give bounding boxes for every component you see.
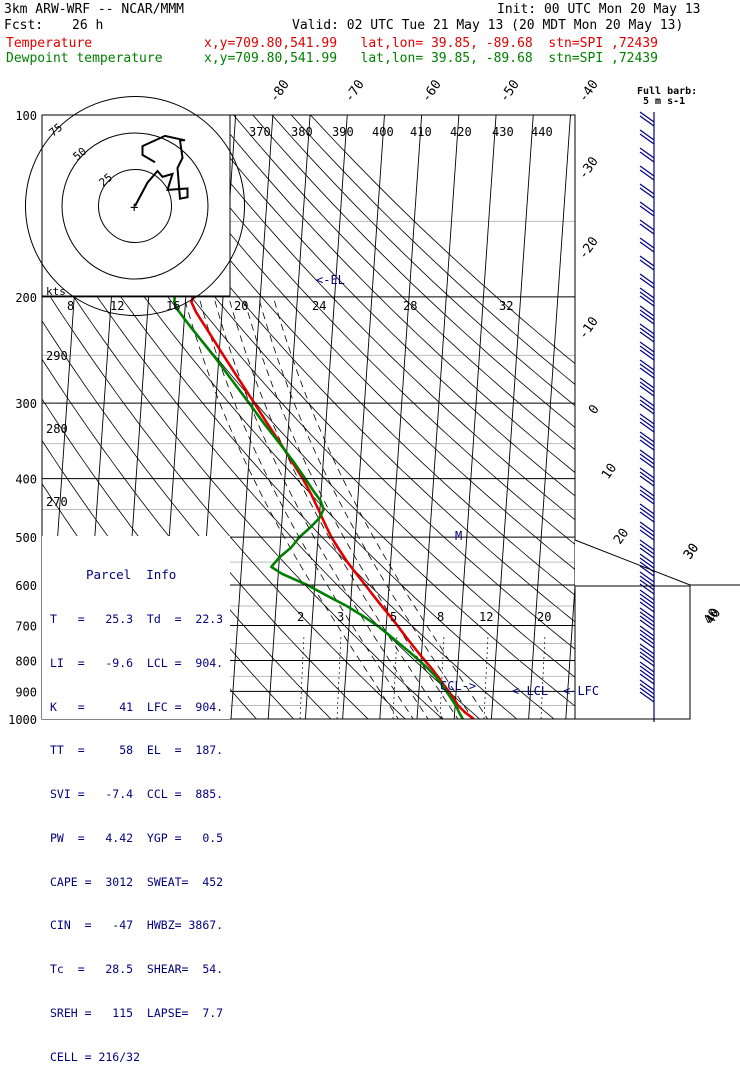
isotherm-label: -20	[576, 234, 602, 262]
parcel-row: SREH = 115 LAPSE= 7.7	[50, 1006, 223, 1021]
hodograph-units-label: kts	[46, 285, 66, 298]
wind-panel-box	[575, 586, 690, 719]
dry-adiabat	[195, 115, 740, 732]
theta-label: 400	[372, 125, 394, 139]
parcel-row: PW = 4.42 YGP = 0.5	[50, 831, 223, 846]
mixing-ratio-label: 2	[297, 610, 304, 624]
mixing-ratio-label: 20	[537, 610, 551, 624]
parcel-row: T = 25.3 Td = 22.3	[50, 612, 223, 627]
isotherm	[305, 102, 349, 732]
isotherm	[565, 102, 609, 732]
moist-adiabat	[229, 297, 452, 732]
mixing-ratio-label: 12	[479, 610, 493, 624]
dry-adiabat	[272, 115, 740, 732]
mixing-ratio-label: 5	[390, 610, 397, 624]
pressure-tick-label: 900	[15, 685, 37, 699]
dry-adiabat	[176, 115, 740, 732]
moist-adiabat-label: 20	[234, 299, 248, 313]
lcl-annotation: <-LCL	[512, 684, 548, 698]
pressure-tick-label: 1000	[8, 713, 37, 727]
parcel-row: SVI = -7.4 CCL = 885.	[50, 787, 223, 802]
theta-label: 280	[46, 422, 68, 436]
moist-adiabat	[258, 297, 481, 732]
moist-adiabat	[244, 297, 467, 732]
theta-label: 410	[410, 125, 432, 139]
pressure-tick-label: 800	[15, 654, 37, 668]
moist-adiabat-label: 12	[110, 299, 124, 313]
theta-label: 370	[249, 125, 271, 139]
parcel-row: CIN = -47 HWBZ= 3867.	[50, 918, 223, 933]
mixing-ratio-label: 3	[337, 610, 344, 624]
isotherm-label: -50	[497, 77, 523, 105]
mixing-ratio-line	[484, 635, 488, 719]
el-annotation: <-EL	[316, 273, 345, 287]
parcel-row: TT = 58 EL = 187.	[50, 743, 223, 758]
isotherm	[416, 102, 460, 732]
isotherm-label: -10	[576, 314, 602, 342]
theta-label: 440	[531, 125, 553, 139]
pressure-tick-label: 200	[15, 291, 37, 305]
freezing-annotation: M	[455, 529, 462, 543]
isotherm-label: -80	[267, 77, 293, 105]
parcel-row: Tc = 28.5 SHEAR= 54.	[50, 962, 223, 977]
parcel-info-title: Parcel Info	[86, 568, 223, 583]
pressure-tick-label: 500	[15, 531, 37, 545]
isotherm	[453, 102, 497, 732]
isotherm	[491, 102, 535, 732]
moist-adiabat-label: 16	[166, 299, 180, 313]
pressure-tick-label: 100	[15, 109, 37, 123]
pressure-tick-label: 400	[15, 473, 37, 487]
mixing-ratio-label: 8	[437, 610, 444, 624]
isotherm-label: -70	[342, 77, 368, 105]
isotherm-label: -40	[576, 77, 602, 105]
temperature-trace	[191, 115, 474, 719]
moist-adiabat	[199, 297, 422, 732]
isotherm	[0, 102, 13, 732]
wind-speed-label: 40	[703, 606, 724, 627]
wind-barb-legend-units: 5 m s-1	[643, 96, 685, 107]
isotherm-label: -60	[419, 77, 445, 105]
dry-adiabat	[234, 115, 740, 732]
moist-adiabat	[214, 297, 437, 732]
pressure-tick-label: 700	[15, 619, 37, 633]
pressure-tick-label: 600	[15, 579, 37, 593]
parcel-info-panel: Parcel Info T = 25.3 Td = 22.3 LI = -9.6…	[50, 539, 223, 1079]
parcel-row: K = 41 LFC = 904.	[50, 700, 223, 715]
mixing-ratio-line	[337, 635, 341, 719]
theta-label: 270	[46, 495, 68, 509]
moist-adiabat-label: 8	[67, 299, 74, 313]
mixing-ratio-line	[393, 635, 397, 719]
moist-adiabat	[273, 297, 496, 732]
wind-mask	[575, 540, 740, 586]
lfc-annotation: <-LFC	[563, 684, 599, 698]
pressure-tick-label: 300	[15, 397, 37, 411]
mixing-ratio-line	[541, 635, 545, 719]
mixing-ratio-line	[300, 635, 304, 719]
isotherm-label: -30	[576, 154, 602, 182]
moist-adiabat-label: 28	[403, 299, 417, 313]
theta-label: 390	[332, 125, 354, 139]
moist-adiabat-label: 32	[499, 299, 513, 313]
isotherm	[528, 102, 572, 732]
parcel-row: LI = -9.6 LCL = 904.	[50, 656, 223, 671]
theta-label: 430	[492, 125, 514, 139]
dry-adiabat	[311, 115, 740, 732]
isotherm-label: 10	[599, 461, 620, 482]
parcel-row: CELL = 216/32	[50, 1050, 223, 1065]
moist-adiabat-label: 24	[312, 299, 326, 313]
dry-adiabat	[214, 115, 740, 732]
parcel-row: CAPE = 3012 SWEAT= 452	[50, 875, 223, 890]
isotherm-label: 0	[586, 402, 603, 417]
ccl-annotation: CCL->	[440, 679, 476, 693]
theta-label: 420	[450, 125, 472, 139]
theta-label: 290	[46, 349, 68, 363]
theta-label: 380	[291, 125, 313, 139]
